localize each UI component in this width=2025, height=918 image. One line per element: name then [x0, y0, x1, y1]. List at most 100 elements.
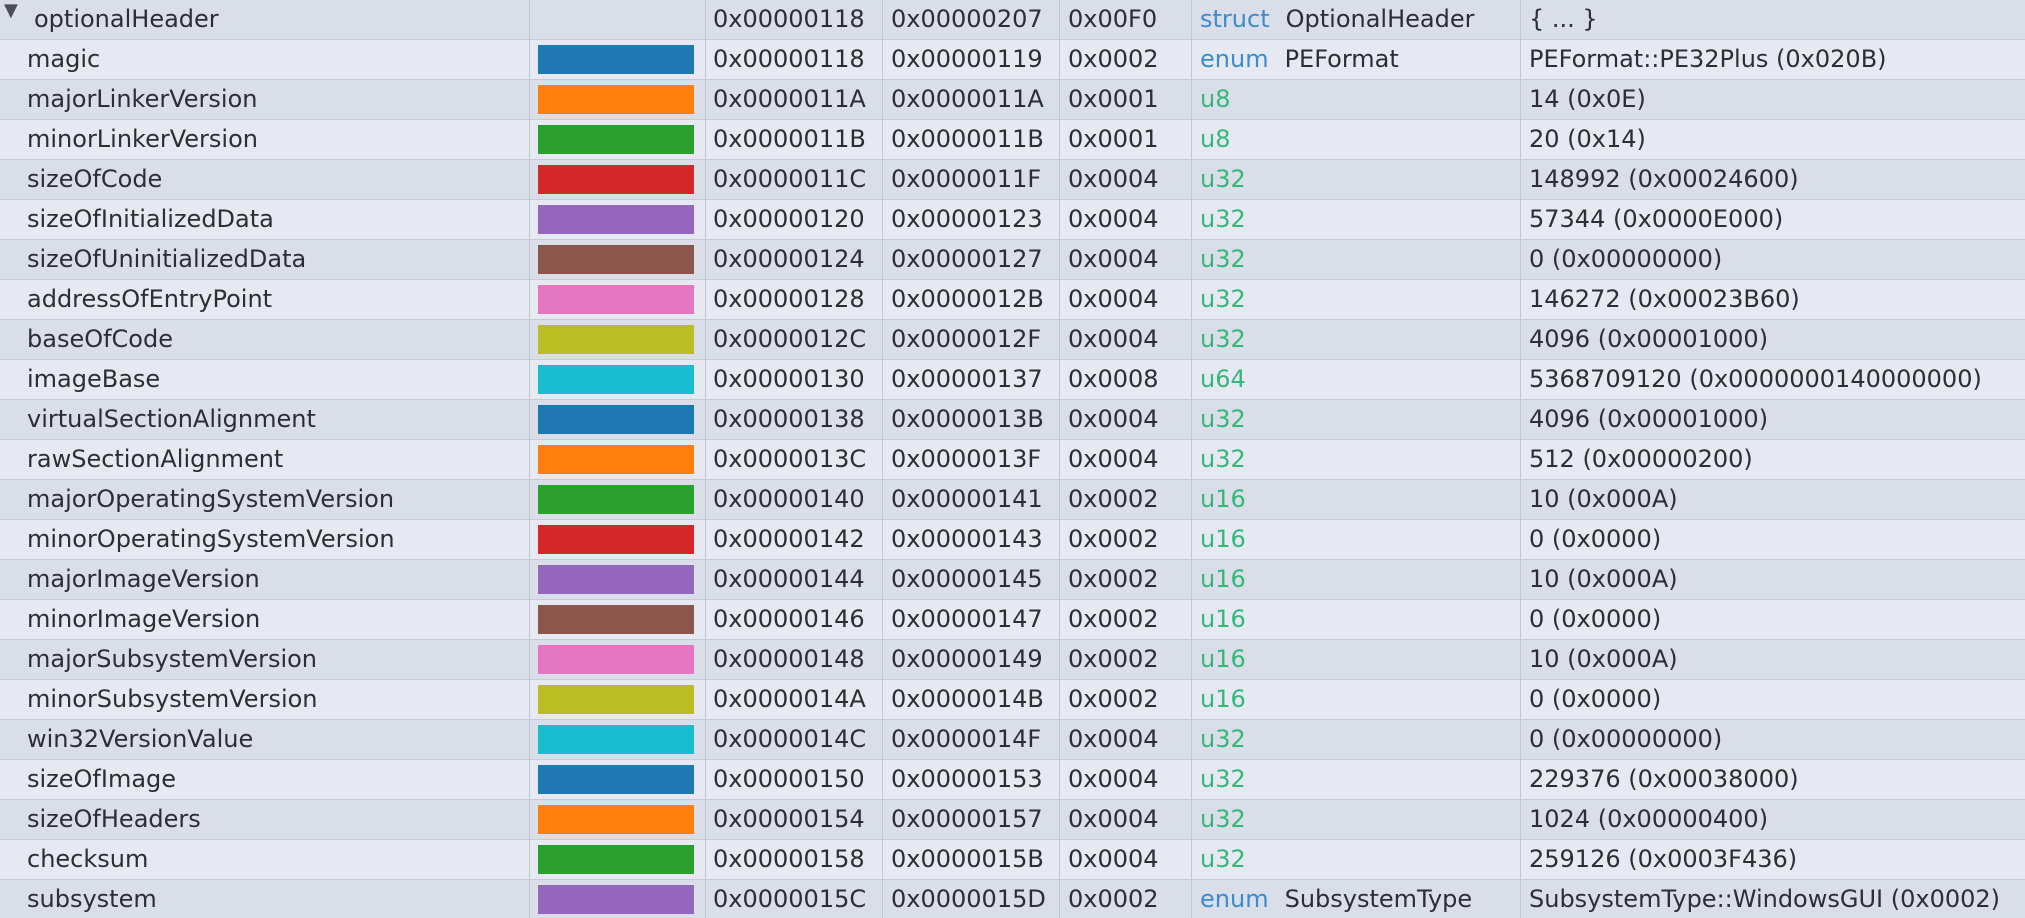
table-row[interactable]: minorImageVersion 0x00000146 0x00000147 0x0…	[0, 600, 2025, 640]
field-name: virtualSectionAlignment	[27, 405, 316, 433]
table-row[interactable]: sizeOfInitializedData 0x00000120 0x0000012…	[0, 200, 2025, 240]
start-address: 0x00000150	[713, 765, 865, 793]
field-name: sizeOfImage	[27, 765, 177, 793]
value: 4096 (0x00001000)	[1529, 325, 1769, 353]
size: 0x0004	[1068, 245, 1159, 273]
table-row[interactable]: subsystem 0x0000015C 0x0000015D 0x0002 enum S…	[0, 880, 2025, 918]
table-row[interactable]: sizeOfUninitializedData 0x00000124 0x00000…	[0, 240, 2025, 280]
start-address: 0x0000012C	[713, 325, 867, 353]
end-address: 0x0000015D	[891, 885, 1046, 913]
size: 0x0004	[1068, 805, 1159, 833]
size: 0x0004	[1068, 845, 1159, 873]
color-cell	[530, 680, 705, 719]
type-keyword: u32	[1200, 325, 1246, 353]
start-address: 0x0000013C	[713, 445, 867, 473]
table-row[interactable]: minorLinkerVersion 0x0000011B 0x0000011B 0x…	[0, 120, 2025, 160]
color-cell	[530, 360, 705, 399]
type: u32	[1192, 240, 1520, 279]
type: enum SubsystemType	[1192, 880, 1520, 918]
column-divider[interactable]	[1520, 0, 1521, 918]
color-cell	[530, 760, 705, 799]
field-name: imageBase	[27, 365, 161, 393]
size: 0x0004	[1068, 325, 1159, 353]
field-name: sizeOfUninitializedData	[27, 245, 307, 273]
start-address: 0x00000118	[713, 5, 865, 33]
field-name: win32VersionValue	[27, 725, 254, 753]
start-address: 0x0000011B	[713, 125, 866, 153]
table-row[interactable]: imageBase 0x00000130 0x00000137 0x0008 u64 53…	[0, 360, 2025, 400]
table-row[interactable]: virtualSectionAlignment 0x00000138 0x00000…	[0, 400, 2025, 440]
type-keyword: u32	[1200, 445, 1246, 473]
table-row[interactable]: baseOfCode 0x0000012C 0x0000012F 0x0004 u32 4…	[0, 320, 2025, 360]
value: 229376 (0x00038000)	[1529, 765, 1799, 793]
value: 10 (0x000A)	[1529, 485, 1678, 513]
table-row[interactable]: majorSubsystemVersion 0x00000148 0x0000014…	[0, 640, 2025, 680]
color-cell	[530, 880, 705, 918]
table-row[interactable]: rawSectionAlignment 0x0000013C 0x0000013F 0…	[0, 440, 2025, 480]
type: u32	[1192, 800, 1520, 839]
column-divider[interactable]	[882, 0, 883, 918]
start-address: 0x00000120	[713, 205, 865, 233]
type-keyword: u32	[1200, 405, 1246, 433]
start-address: 0x00000140	[713, 485, 865, 513]
table-row[interactable]: checksum 0x00000158 0x0000015B 0x0004 u32 259…	[0, 840, 2025, 880]
color-cell	[530, 400, 705, 439]
type-name: OptionalHeader	[1285, 5, 1475, 33]
column-divider[interactable]	[705, 0, 706, 918]
field-name: sizeOfInitializedData	[27, 205, 274, 233]
table-row[interactable]: sizeOfCode 0x0000011C 0x0000011F 0x0004 u32 1…	[0, 160, 2025, 200]
color-cell	[530, 520, 705, 559]
table-row[interactable]: majorLinkerVersion 0x0000011A 0x0000011A 0x…	[0, 80, 2025, 120]
end-address: 0x0000014B	[891, 685, 1044, 713]
color-cell	[530, 280, 705, 319]
color-swatch	[538, 525, 694, 554]
color-swatch	[538, 845, 694, 874]
triangle-down-icon[interactable]: ▼	[4, 0, 18, 21]
table-row[interactable]: magic 0x00000118 0x00000119 0x0002 enum PEFor…	[0, 40, 2025, 80]
struct-header-row[interactable]: ▼ optionalHeader 0x00000118 0x00000207 0…	[0, 0, 2025, 40]
color-cell	[530, 80, 705, 119]
table-row[interactable]: majorOperatingSystemVersion 0x00000140 0x0…	[0, 480, 2025, 520]
field-name: sizeOfCode	[27, 165, 163, 193]
table-row[interactable]: sizeOfHeaders 0x00000154 0x00000157 0x0004 u…	[0, 800, 2025, 840]
table-row[interactable]: minorSubsystemVersion 0x0000014A 0x0000014…	[0, 680, 2025, 720]
table-row[interactable]: sizeOfImage 0x00000150 0x00000153 0x0004 u32…	[0, 760, 2025, 800]
field-name: minorOperatingSystemVersion	[27, 525, 395, 553]
type-keyword: struct	[1200, 5, 1270, 33]
field-name: checksum	[27, 845, 149, 873]
start-address: 0x00000142	[713, 525, 865, 553]
start-address: 0x0000015C	[713, 885, 867, 913]
type-keyword: u32	[1200, 805, 1246, 833]
field-name: majorSubsystemVersion	[27, 645, 318, 673]
table-row[interactable]: win32VersionValue 0x0000014C 0x0000014F 0x0…	[0, 720, 2025, 760]
value: 512 (0x00000200)	[1529, 445, 1753, 473]
column-divider[interactable]	[1059, 0, 1060, 918]
color-swatch	[538, 125, 694, 154]
column-divider[interactable]	[529, 0, 530, 918]
type: u8	[1192, 80, 1520, 119]
type: u32	[1192, 760, 1520, 799]
column-divider[interactable]	[1191, 0, 1192, 918]
field-name: minorLinkerVersion	[27, 125, 258, 153]
end-address: 0x00000141	[891, 485, 1043, 513]
color-swatch	[538, 205, 694, 234]
value: 1024 (0x00000400)	[1529, 805, 1769, 833]
value: 0 (0x00000000)	[1529, 725, 1723, 753]
end-address: 0x00000157	[891, 805, 1043, 833]
size: 0x0002	[1068, 605, 1159, 633]
color-swatch	[538, 445, 694, 474]
size: 0x0002	[1068, 485, 1159, 513]
type: u16	[1192, 680, 1520, 719]
type-keyword: u32	[1200, 285, 1246, 313]
type: u16	[1192, 480, 1520, 519]
end-address: 0x0000015B	[891, 845, 1044, 873]
size: 0x0004	[1068, 285, 1159, 313]
type-keyword: u32	[1200, 765, 1246, 793]
type-name: SubsystemType	[1284, 885, 1473, 913]
table-row[interactable]: majorImageVersion 0x00000144 0x00000145 0x0…	[0, 560, 2025, 600]
table-row[interactable]: minorOperatingSystemVersion 0x00000142 0x0…	[0, 520, 2025, 560]
value: 0 (0x0000)	[1529, 525, 1662, 553]
size: 0x0004	[1068, 765, 1159, 793]
type: u8	[1192, 120, 1520, 159]
table-row[interactable]: addressOfEntryPoint 0x00000128 0x0000012B 0…	[0, 280, 2025, 320]
